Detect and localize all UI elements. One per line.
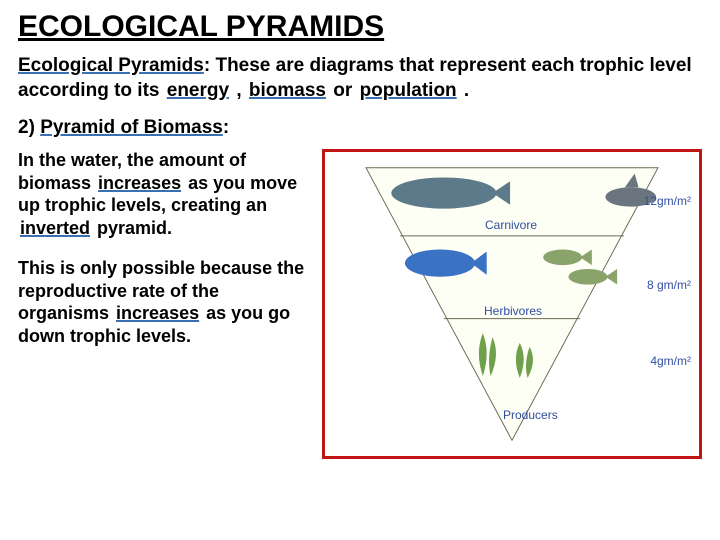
- smallfish2-icon: [568, 269, 607, 285]
- intro-sep1: ,: [231, 80, 247, 101]
- value-producers: 4gm/m²: [650, 354, 691, 368]
- subhead-prefix: 2): [18, 117, 40, 138]
- page-title: ECOLOGICAL PYRAMIDS: [18, 10, 702, 44]
- paragraph-1: In the water, the amount of biomass incr…: [18, 149, 308, 239]
- label-producers: Producers: [503, 408, 558, 422]
- text-column: In the water, the amount of biomass incr…: [18, 149, 308, 459]
- blank-increases-1: increases: [96, 173, 183, 193]
- value-herbivores: 8 gm/m²: [647, 278, 691, 292]
- content-row: In the water, the amount of biomass incr…: [18, 149, 702, 459]
- p1-e: pyramid.: [92, 218, 172, 238]
- blank-energy: energy: [165, 80, 231, 101]
- blank-biomass: biomass: [247, 80, 328, 101]
- smallfish1-icon: [543, 250, 582, 266]
- subhead-term: Pyramid of Biomass: [40, 117, 223, 138]
- smallfish2-tail-icon: [605, 269, 617, 285]
- intro-end: .: [459, 80, 470, 101]
- subhead-suffix: :: [223, 117, 229, 138]
- label-carnivore: Carnivore: [485, 218, 537, 232]
- blank-inverted: inverted: [18, 218, 92, 238]
- intro-sep2: or: [328, 80, 358, 101]
- paragraph-2: This is only possible because the reprod…: [18, 257, 308, 347]
- whale-icon: [391, 178, 496, 209]
- value-carnivore: 12gm/m²: [644, 194, 691, 208]
- blank-increases-2: increases: [114, 303, 201, 323]
- inverted-pyramid-diagram: Carnivore Herbivores Producers 12gm/m² 8…: [322, 149, 702, 459]
- pyramid-canvas: Carnivore Herbivores Producers 12gm/m² 8…: [329, 158, 695, 450]
- blank-population: population: [358, 80, 459, 101]
- bluefish-icon: [405, 250, 475, 277]
- label-herbivores: Herbivores: [484, 304, 542, 318]
- intro-term: Ecological Pyramids: [18, 55, 204, 76]
- intro-paragraph: Ecological Pyramids: These are diagrams …: [18, 54, 702, 103]
- subheading: 2) Pyramid of Biomass:: [18, 117, 702, 139]
